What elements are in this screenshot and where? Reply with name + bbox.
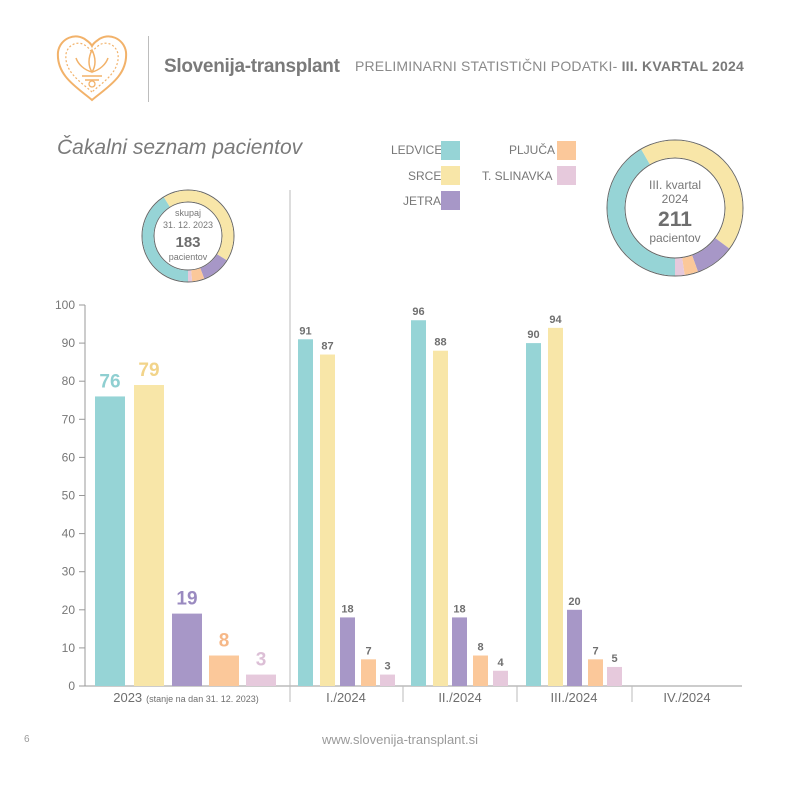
donut-inner-border (624, 157, 726, 259)
bar-srce (433, 350, 448, 686)
bar-value-label: 79 (138, 360, 159, 381)
page-title: PRELIMINARNI STATISTIČNI PODATKI- III. K… (355, 58, 744, 74)
legend-swatch-pljuca (557, 141, 576, 160)
donut-segment (607, 140, 743, 276)
donut-q3-line2: 2024 (662, 192, 689, 206)
legend-label-ledvice: LEDVICE (391, 143, 443, 157)
bar-pljua (588, 659, 603, 686)
bar-jetra (172, 613, 202, 686)
bar-value-label: 18 (453, 603, 465, 615)
x-category-label: I./2024 (326, 690, 366, 705)
logo-emblem (56, 35, 128, 102)
org-name: Slovenija-transplant (164, 56, 340, 77)
bar-value-label: 94 (549, 314, 562, 326)
bar-tslinavka (607, 666, 622, 686)
bar-value-label: 8 (477, 642, 483, 654)
donut-outer-border (141, 189, 235, 283)
bar-srce (134, 385, 164, 686)
bar-value-label: 19 (176, 589, 197, 610)
bar-value-label: 96 (412, 306, 424, 318)
bar-tslinavka (380, 674, 395, 686)
y-tick-label: 70 (62, 412, 76, 426)
y-tick-label: 30 (62, 565, 76, 579)
donut-2023: skupaj 31. 12. 2023 183 pacientov (141, 189, 235, 283)
y-tick-label: 80 (62, 374, 76, 388)
donut-segment (142, 190, 234, 282)
legend-swatch-slinavka (557, 166, 576, 185)
bar-chart: skupaj 31. 12. 2023 183 pacientov III. k… (55, 139, 744, 705)
x-category-label: 2023 (stanje na dan 31. 12. 2023) (113, 690, 259, 705)
title-prefix: PRELIMINARNI STATISTIČNI PODATKI- (354, 58, 622, 74)
bar-ledvice (411, 320, 426, 686)
bar-value-label: 5 (611, 653, 617, 665)
bar-srce (320, 354, 335, 686)
donut-2023-total: 183 (175, 234, 200, 251)
bar-value-label: 91 (299, 325, 311, 337)
y-tick-label: 60 (62, 450, 76, 464)
chart-subtitle: Čakalni seznam pacientov (57, 136, 303, 159)
bar-value-label: 3 (256, 650, 267, 671)
bar-value-label: 88 (434, 337, 446, 349)
donut-segment (607, 140, 743, 276)
bar-value-label: 87 (321, 341, 333, 353)
bar-pljua (209, 655, 239, 686)
y-tick-label: 20 (62, 603, 76, 617)
bar-value-label: 76 (99, 371, 120, 392)
bar-ledvice (526, 343, 541, 686)
donut-segment (142, 190, 234, 282)
bar-value-label: 8 (219, 631, 230, 652)
bar-value-label: 18 (341, 603, 353, 615)
bar-pljua (473, 655, 488, 686)
bar-jetra (340, 617, 355, 686)
y-tick-label: 50 (62, 489, 76, 503)
bar-jetra (567, 609, 582, 686)
donut-q3-unit: pacientov (649, 231, 700, 245)
bar-value-label: 90 (527, 329, 539, 341)
bar-ledvice (298, 339, 313, 686)
donut-2023-line1: skupaj (175, 208, 201, 218)
bar-value-label: 7 (592, 645, 598, 657)
footer-url[interactable]: www.slovenija-transplant.si (321, 732, 479, 747)
y-tick-label: 100 (55, 298, 75, 312)
y-tick-label: 10 (62, 641, 76, 655)
bar-value-label: 4 (497, 657, 504, 669)
legend-label-srce: SRCE (408, 169, 442, 183)
bar-value-label: 3 (384, 661, 390, 673)
x-category-label: III./2024 (551, 690, 598, 705)
legend-label-jetra: JETRA (403, 194, 442, 208)
bar-value-label: 7 (365, 645, 371, 657)
page-number: 6 (24, 734, 30, 745)
donut-2023-line2: 31. 12. 2023 (163, 220, 213, 230)
legend-label-slinavka: T. SLINAVKA (482, 169, 553, 183)
bar-jetra (452, 617, 467, 686)
bar-ledvice (95, 396, 125, 686)
title-highlight: III. KVARTAL 2024 (621, 58, 744, 74)
bar-tslinavka (246, 674, 276, 686)
legend-swatch-jetra (441, 191, 460, 210)
donut-q3-total: 211 (658, 208, 692, 231)
y-tick-label: 40 (62, 527, 76, 541)
bar-pljua (361, 659, 376, 686)
y-tick-label: 0 (68, 679, 75, 693)
bar-srce (548, 327, 563, 686)
header-divider (148, 36, 149, 102)
donut-outer-border (606, 139, 744, 277)
y-tick-label: 90 (62, 336, 76, 350)
x-category-label: II./2024 (438, 690, 481, 705)
donut-q3-2024: III. kvartal 2024 211 pacientov (606, 139, 744, 277)
bar-tslinavka (493, 670, 508, 686)
x-category-label: IV./2024 (663, 690, 710, 705)
legend-swatch-ledvice (441, 141, 460, 160)
donut-q3-line1: III. kvartal (649, 178, 701, 192)
legend-label-pljuca: PLJUČA (509, 143, 556, 157)
donut-2023-unit: pacientov (169, 252, 208, 262)
legend-swatch-srce (441, 166, 460, 185)
bar-value-label: 20 (568, 596, 580, 608)
donut-inner-border (153, 201, 223, 271)
